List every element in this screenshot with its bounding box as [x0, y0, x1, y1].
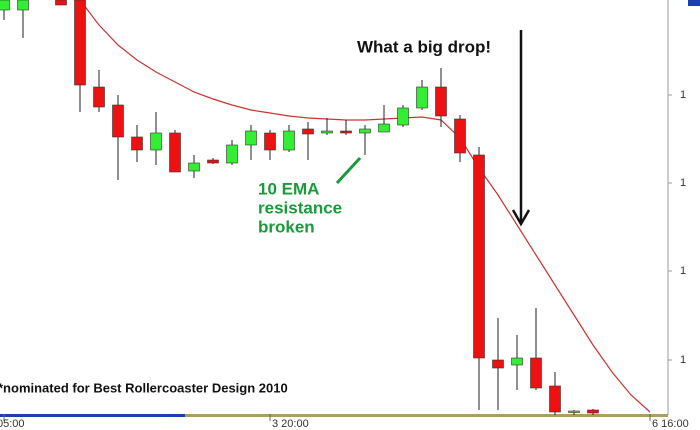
candle-body	[454, 118, 466, 154]
candle-body	[264, 132, 276, 151]
y-tick-label: 1	[680, 265, 686, 277]
candle-body	[302, 128, 314, 135]
candle-body	[549, 385, 561, 413]
x-tick-label: 05:00	[0, 418, 25, 430]
candle-body	[55, 0, 67, 6]
candle-body	[397, 107, 409, 126]
footnote: *nominated for Best Rollercoaster Design…	[0, 380, 288, 395]
annotation: What a big drop!	[357, 37, 491, 56]
y-tick-label: 1	[680, 89, 686, 101]
candle-body	[150, 132, 162, 151]
arrow-head	[511, 209, 531, 227]
candle-body	[359, 128, 371, 134]
candle-body	[245, 130, 257, 146]
candle-body	[492, 359, 504, 369]
y-tick-label: 1	[680, 354, 686, 366]
candle-body	[74, 0, 86, 86]
candle-body	[568, 410, 580, 413]
candle-body	[435, 86, 447, 117]
annotation: broken	[258, 217, 315, 236]
candle-body	[131, 136, 143, 151]
candle-body	[321, 130, 333, 134]
annotation-group: 10 EMA resistance broken	[258, 179, 342, 236]
candle-body	[378, 123, 390, 133]
candle-body	[340, 130, 352, 134]
x-tick-label: 3 20:00	[272, 418, 309, 430]
candle-body	[0, 0, 10, 11]
candle-body	[169, 132, 181, 173]
x-tick-label: 6 16:00	[652, 418, 689, 430]
candle-body	[530, 357, 542, 389]
y-tick-label: 1	[680, 177, 686, 189]
ema-line	[79, 0, 651, 413]
annotation: resistance	[258, 198, 342, 217]
candle-body	[473, 154, 485, 359]
candle-body	[226, 144, 238, 164]
annotation: 10 EMA	[258, 179, 319, 198]
candle-body	[93, 86, 105, 108]
candle-body	[112, 104, 124, 138]
candle-body	[587, 409, 599, 414]
candle-body	[416, 86, 428, 109]
candle-body	[207, 159, 219, 164]
corner-marker	[688, 0, 700, 6]
candle-body	[283, 130, 295, 151]
candle-body	[511, 357, 523, 366]
annotation-pointer	[335, 156, 362, 185]
candle-body	[17, 0, 29, 11]
candle-body	[188, 162, 200, 172]
